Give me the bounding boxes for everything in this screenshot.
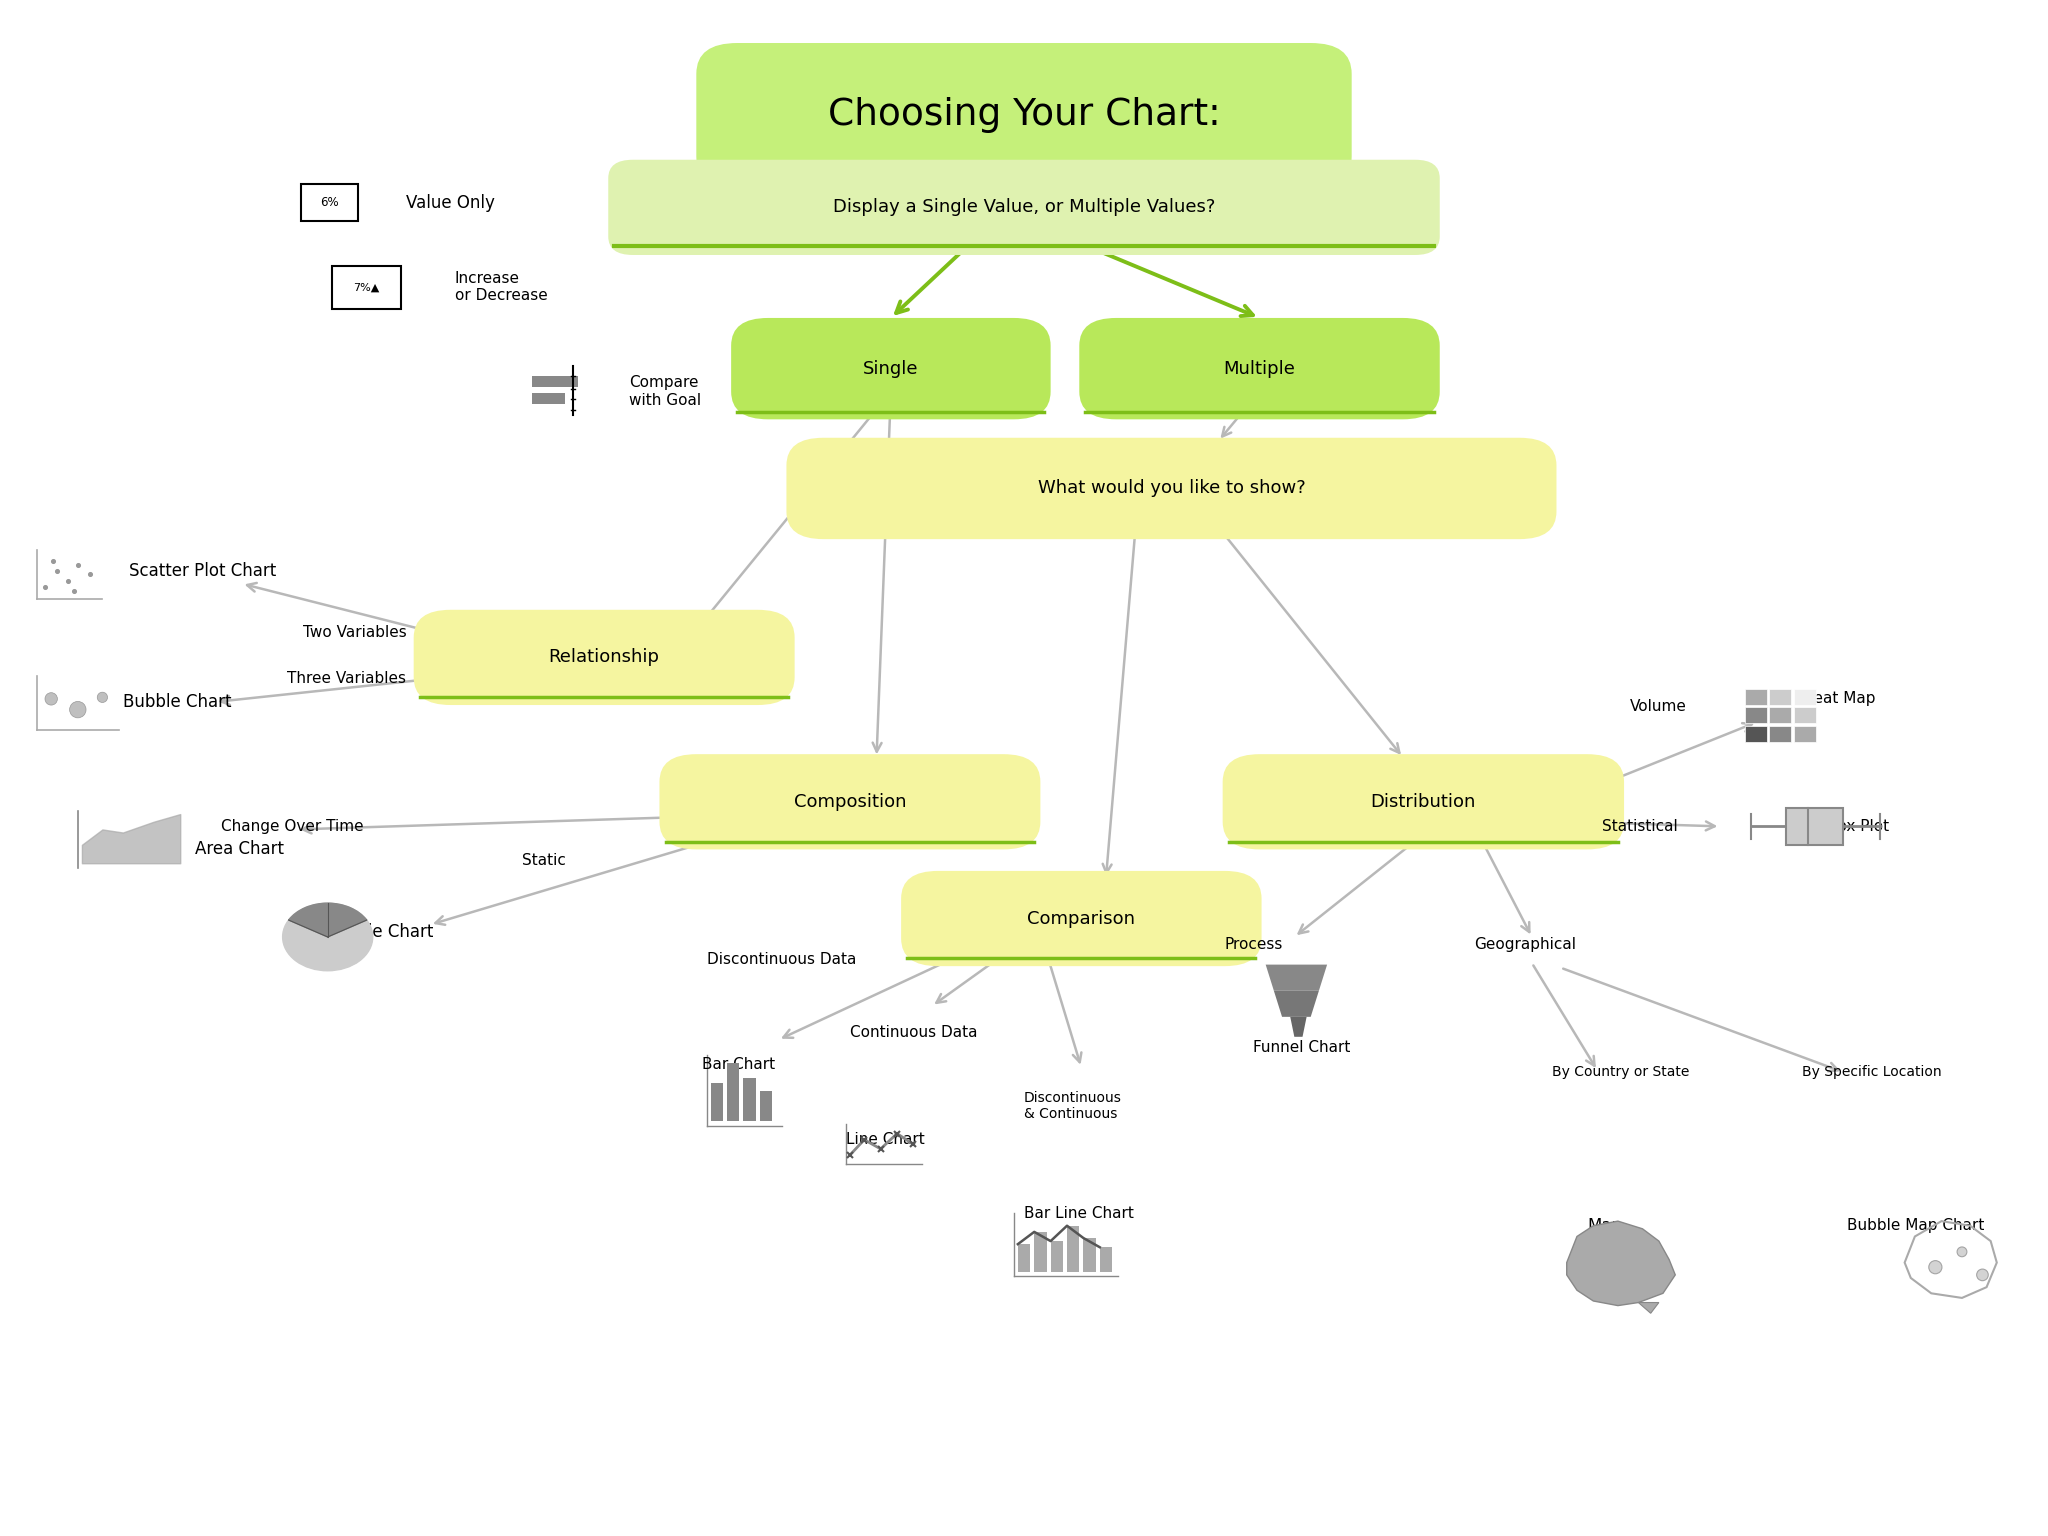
Text: Discontinuous Data: Discontinuous Data: [707, 952, 856, 968]
Text: Display a Single Value, or Multiple Values?: Display a Single Value, or Multiple Valu…: [834, 198, 1214, 217]
FancyBboxPatch shape: [659, 754, 1040, 849]
Text: Map: Map: [1587, 1217, 1622, 1235]
Text: Bar Line Chart: Bar Line Chart: [1024, 1206, 1135, 1221]
Text: Multiple: Multiple: [1223, 359, 1296, 378]
Point: [86, 685, 119, 710]
Text: Distribution: Distribution: [1370, 793, 1477, 811]
Text: Increase
or Decrease: Increase or Decrease: [455, 270, 547, 304]
Text: Compare
with Goal: Compare with Goal: [629, 375, 700, 409]
Text: Continuous Data: Continuous Data: [850, 1025, 977, 1040]
FancyBboxPatch shape: [901, 871, 1262, 966]
Point: [29, 574, 61, 599]
Text: Relationship: Relationship: [549, 648, 659, 667]
Text: Value Only: Value Only: [406, 194, 494, 212]
Point: [1919, 1255, 1952, 1279]
Bar: [1794, 688, 1817, 705]
Bar: [1100, 1247, 1112, 1272]
Text: Discontinuous
& Continuous: Discontinuous & Continuous: [1024, 1091, 1122, 1121]
Polygon shape: [1567, 1221, 1675, 1306]
FancyBboxPatch shape: [1223, 754, 1624, 849]
Text: Comparison: Comparison: [1028, 909, 1135, 928]
Point: [74, 562, 106, 587]
Point: [1946, 1240, 1978, 1264]
Text: Single: Single: [862, 359, 920, 378]
Text: Box Plot: Box Plot: [1827, 819, 1888, 834]
Point: [41, 559, 74, 584]
Text: Static: Static: [522, 852, 565, 868]
Bar: [1794, 707, 1817, 723]
Text: By Specific Location: By Specific Location: [1802, 1064, 1942, 1080]
Text: Change Over Time: Change Over Time: [221, 819, 365, 834]
Point: [35, 687, 68, 711]
Bar: [1786, 808, 1843, 845]
Text: Statistical: Statistical: [1602, 819, 1677, 834]
Wedge shape: [289, 903, 367, 937]
Point: [1966, 1263, 1999, 1287]
Bar: [1745, 725, 1767, 742]
Point: [51, 568, 84, 593]
Text: What would you like to show?: What would you like to show?: [1038, 479, 1305, 498]
Text: Process: Process: [1225, 937, 1284, 952]
FancyBboxPatch shape: [301, 184, 358, 221]
Text: Composition: Composition: [795, 793, 905, 811]
Text: 6%: 6%: [319, 197, 340, 209]
Text: Heat Map: Heat Map: [1802, 691, 1876, 707]
Text: Bar Chart: Bar Chart: [702, 1057, 776, 1072]
Text: Two Variables: Two Variables: [303, 625, 408, 641]
FancyBboxPatch shape: [696, 43, 1352, 187]
Bar: [711, 1083, 723, 1121]
Polygon shape: [1266, 965, 1327, 991]
Point: [61, 697, 94, 722]
Polygon shape: [1274, 991, 1319, 1017]
Bar: [1018, 1244, 1030, 1272]
Bar: [743, 1078, 756, 1121]
Text: Bubble Map Chart: Bubble Map Chart: [1847, 1218, 1985, 1233]
Bar: [532, 393, 565, 404]
Bar: [1083, 1238, 1096, 1272]
Text: Funnel Chart: Funnel Chart: [1253, 1040, 1352, 1055]
FancyBboxPatch shape: [786, 438, 1556, 539]
Bar: [727, 1063, 739, 1121]
Bar: [1067, 1226, 1079, 1272]
Bar: [1745, 688, 1767, 705]
Text: By Country or State: By Country or State: [1552, 1064, 1690, 1080]
FancyBboxPatch shape: [731, 318, 1051, 419]
Text: Geographical: Geographical: [1475, 937, 1577, 952]
Polygon shape: [1290, 1017, 1307, 1037]
Bar: [1794, 725, 1817, 742]
FancyBboxPatch shape: [608, 160, 1440, 255]
Text: Line Chart: Line Chart: [846, 1132, 924, 1147]
FancyBboxPatch shape: [1079, 318, 1440, 419]
Point: [61, 553, 94, 578]
Text: Volume: Volume: [1630, 699, 1688, 714]
Text: Choosing Your Chart:: Choosing Your Chart:: [827, 97, 1221, 134]
Bar: [1034, 1232, 1047, 1272]
Text: Scatter Plot Chart: Scatter Plot Chart: [129, 562, 276, 581]
Text: Area Chart: Area Chart: [195, 840, 283, 859]
Bar: [1769, 725, 1792, 742]
Bar: [532, 376, 578, 387]
Bar: [760, 1091, 772, 1121]
Text: Three Variables: Three Variables: [287, 671, 406, 687]
Bar: [1769, 707, 1792, 723]
Bar: [1051, 1241, 1063, 1272]
Text: Pie Chart: Pie Chart: [358, 923, 434, 942]
Bar: [1769, 688, 1792, 705]
Bar: [1745, 707, 1767, 723]
FancyBboxPatch shape: [414, 610, 795, 705]
Text: 7%▲: 7%▲: [354, 283, 379, 292]
Point: [37, 548, 70, 573]
Circle shape: [283, 903, 373, 971]
FancyBboxPatch shape: [332, 266, 401, 309]
Text: Bubble Chart: Bubble Chart: [123, 693, 231, 711]
Polygon shape: [1638, 1303, 1659, 1313]
Point: [57, 579, 90, 604]
